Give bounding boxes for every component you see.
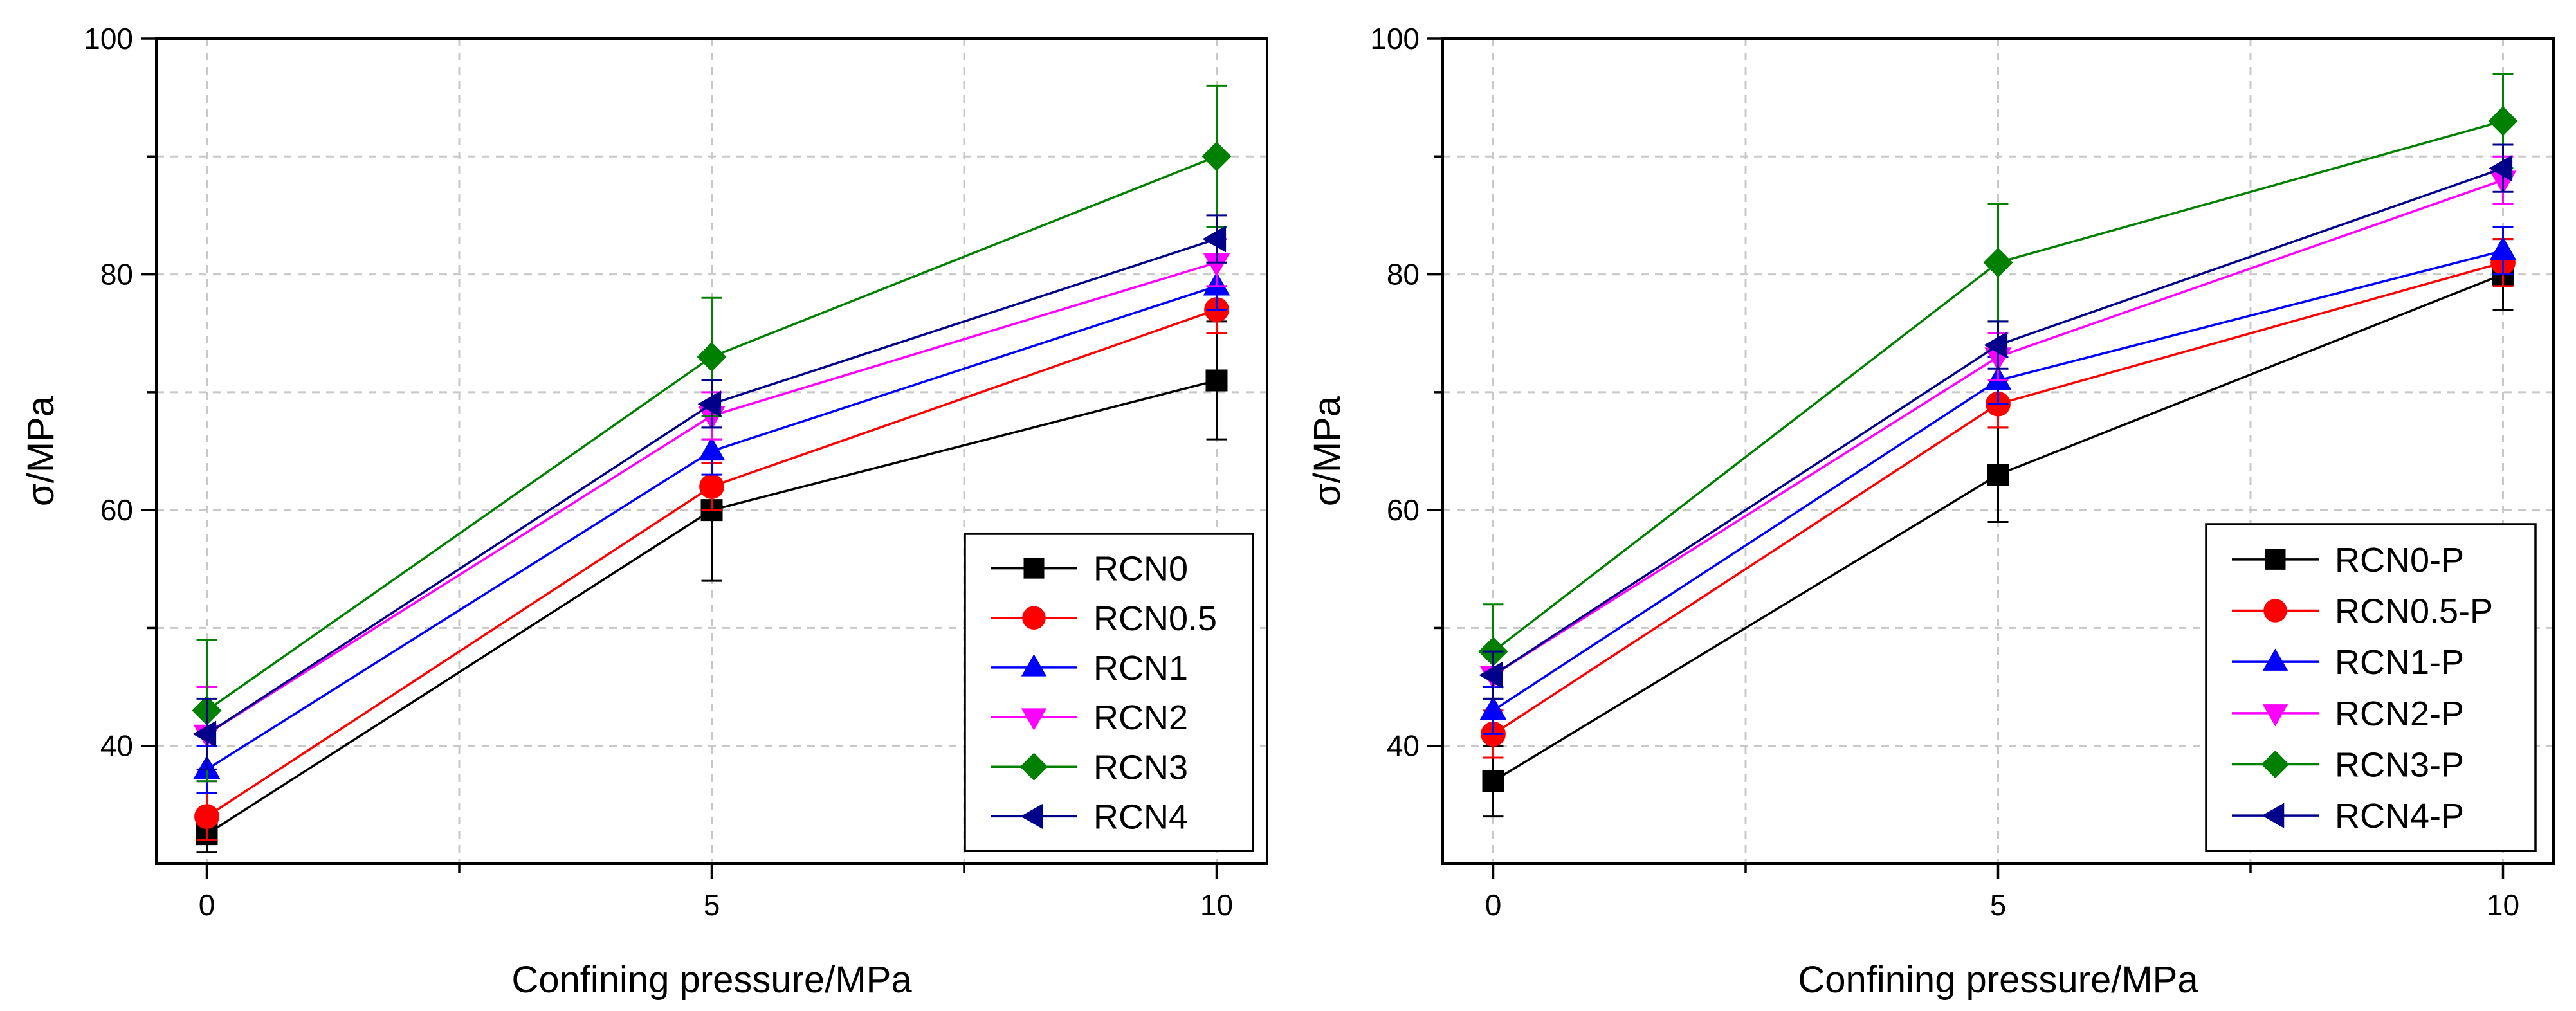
legend-marker <box>1023 558 1045 579</box>
data-point <box>1482 770 1504 792</box>
data-point <box>2488 106 2518 136</box>
y-tick-label: 80 <box>1387 258 1420 291</box>
data-point <box>699 474 724 499</box>
x-axis-title: Confining pressure/MPa <box>1798 959 2198 1001</box>
data-point <box>1201 141 1232 172</box>
y-tick-label: 80 <box>100 258 133 291</box>
x-tick-label: 5 <box>704 888 720 922</box>
legend-label: RCN2-P <box>2335 695 2464 733</box>
legend-1: RCN0 RCN0.5 RCN1 RCN2 RCN3 RCN4 <box>964 533 1254 852</box>
chart-panel-2: 0 5 10 40 60 80 100 Confining pressure/MPa σ/MPa… <box>1306 22 2555 1001</box>
x-tick-label: 10 <box>1200 888 1233 922</box>
x-tick-label: 0 <box>1485 888 1502 922</box>
legend-marker <box>2262 648 2288 671</box>
data-point <box>698 437 726 461</box>
data-point <box>194 804 219 830</box>
data-point <box>697 390 722 418</box>
y-tick-label: 60 <box>1387 493 1420 527</box>
legend-marker <box>2265 549 2286 570</box>
data-point <box>697 342 727 372</box>
legend-label: RCN3 <box>1093 748 1188 787</box>
series-RCN0-P <box>1482 238 2514 818</box>
legend-label: RCN1 <box>1093 649 1188 688</box>
x-tick-label: 0 <box>199 888 215 922</box>
data-point <box>192 720 217 748</box>
chart-panel-1: 0 5 10 40 60 80 100 Confining pressure/MPa σ/MPa… <box>20 22 1268 1001</box>
legend-marker <box>1022 606 1046 630</box>
data-point <box>1983 248 2013 278</box>
legend-label: RCN3-P <box>2335 746 2464 785</box>
y-tick-label: 60 <box>100 493 133 527</box>
x-tick-label: 10 <box>2487 888 2519 922</box>
data-point <box>1479 661 1503 689</box>
legend-marker <box>2262 704 2288 727</box>
data-point <box>1205 369 1228 392</box>
series-RCN4 <box>192 214 1227 770</box>
legend-label: RCN2 <box>1093 698 1188 737</box>
legend-marker <box>1021 708 1047 731</box>
legend-marker <box>2263 599 2287 623</box>
legend-marker <box>1019 752 1048 781</box>
data-point <box>2489 236 2517 260</box>
x-tick-label: 5 <box>1990 888 2007 922</box>
data-point <box>1202 225 1227 253</box>
legend-2: RCN0-P RCN0.5-P RCN1-P RCN2-P RCN3-P RCN4-P <box>2205 523 2537 852</box>
series-RCN4-P <box>1479 143 2514 700</box>
legend-marker <box>2261 803 2285 828</box>
y-axis-title: σ/MPa <box>1306 396 1348 506</box>
data-point <box>1987 464 2009 486</box>
legend-label: RCN0.5-P <box>2335 592 2493 631</box>
legend-marker <box>1020 803 1043 830</box>
data-point <box>1984 331 2008 359</box>
legend-marker <box>2261 750 2290 779</box>
x-axis-title: Confining pressure/MPa <box>511 959 912 1001</box>
legend-label: RCN1-P <box>2335 643 2464 682</box>
y-tick-label: 100 <box>84 22 133 55</box>
data-point <box>1479 696 1507 720</box>
legend-box <box>964 533 1254 852</box>
legend-label: RCN0 <box>1093 550 1188 588</box>
y-tick-label: 100 <box>1370 22 1420 55</box>
legend-marker <box>1021 654 1047 677</box>
legend-label: RCN4-P <box>2335 797 2464 835</box>
legend-label: RCN0-P <box>2335 541 2464 579</box>
legend-box <box>2205 523 2537 852</box>
data-point <box>2489 154 2513 182</box>
legend-label: RCN0.5 <box>1093 599 1217 638</box>
y-axis-title: σ/MPa <box>20 396 62 506</box>
series-RCN3 <box>192 84 1232 783</box>
y-tick-label: 40 <box>1387 729 1420 763</box>
legend-label: RCN4 <box>1093 797 1188 836</box>
y-tick-label: 40 <box>100 729 133 763</box>
